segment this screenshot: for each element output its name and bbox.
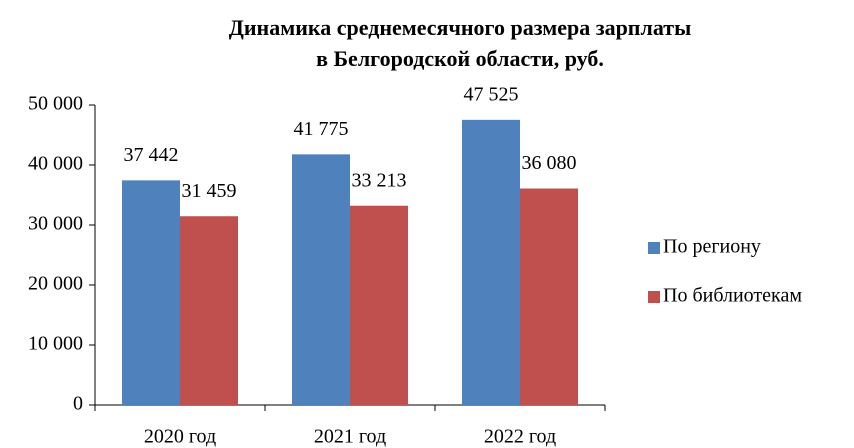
y-tick-label: 30 000 [28, 213, 83, 235]
legend-swatch [648, 291, 660, 303]
bar [462, 119, 520, 405]
y-tick-label: 10 000 [28, 333, 83, 355]
bar [292, 154, 350, 405]
x-tick-label: 2020 год [144, 426, 216, 448]
x-tick-label: 2022 год [484, 426, 556, 448]
legend-swatch [648, 242, 660, 254]
value-label: 47 525 [464, 83, 519, 105]
x-tick-label: 2021 год [314, 426, 386, 448]
y-tick-label: 50 000 [28, 93, 83, 115]
legend-label: По региону [663, 236, 761, 258]
y-tick-label: 40 000 [28, 153, 83, 175]
bar [350, 205, 408, 405]
value-label: 37 442 [124, 144, 179, 166]
bar [122, 180, 180, 405]
value-label: 31 459 [182, 180, 237, 202]
legend-label: По библиотекам [663, 285, 802, 307]
value-label: 41 775 [294, 118, 349, 140]
y-tick-label: 0 [73, 393, 83, 415]
chart-title: в Белгородской области, руб. [316, 46, 604, 71]
bar [520, 188, 578, 405]
value-label: 36 080 [522, 152, 577, 174]
value-label: 33 213 [352, 169, 407, 191]
y-tick-label: 20 000 [28, 273, 83, 295]
chart-title: Динамика среднемесячного размера зарплат… [229, 15, 692, 40]
bar [180, 216, 238, 405]
